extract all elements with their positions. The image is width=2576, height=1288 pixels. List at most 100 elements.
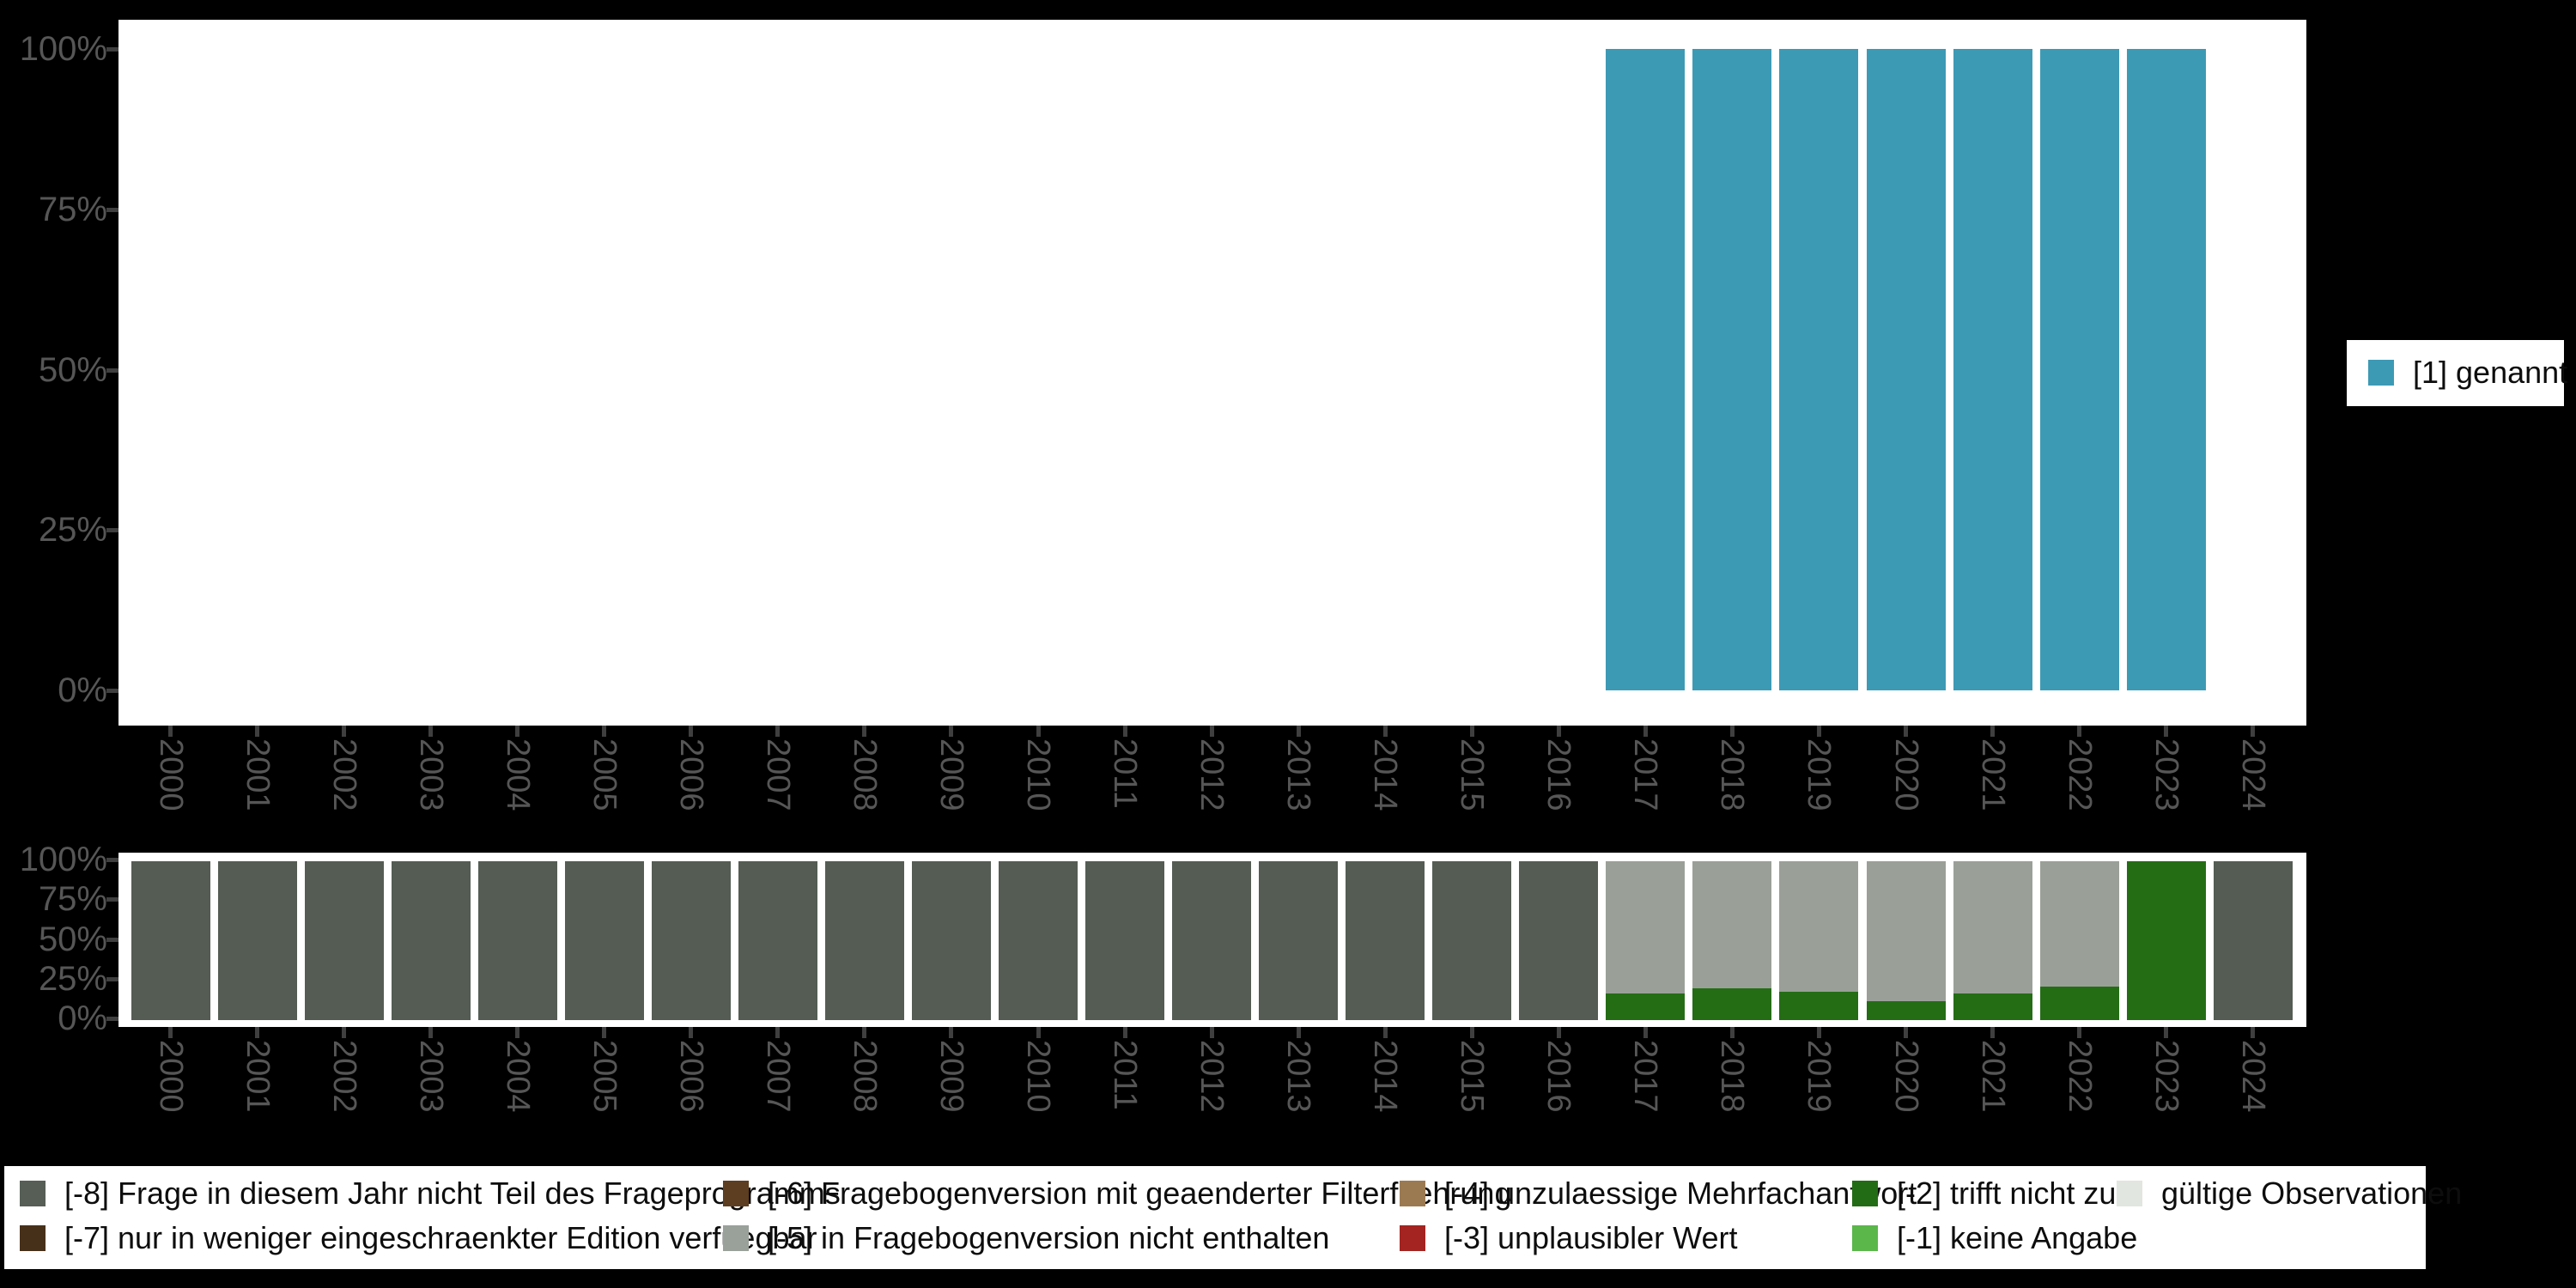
- legend-label: [-2] trifft nicht zu: [1897, 1176, 2117, 1211]
- top-x-axis-tick: [602, 726, 607, 737]
- segment-bar_green: [1692, 988, 1772, 1020]
- bottom-x-axis-tick: [342, 1027, 347, 1038]
- top-x-axis-tick: [949, 726, 954, 737]
- top-x-axis-tick: [255, 726, 260, 737]
- top-x-axis-tick: [1382, 726, 1388, 737]
- bottom-x-axis-tick: [862, 1027, 867, 1038]
- bottom-bar-2009: [911, 861, 991, 1020]
- segment-bar_green: [2039, 987, 2119, 1020]
- top-x-axis-tick: [1122, 726, 1127, 737]
- genannt-segment: [1779, 49, 1859, 690]
- segment-bar_slate: [477, 861, 557, 1020]
- top-x-axis-year-label: 2003: [412, 738, 449, 811]
- bottom-x-axis-year-label: 2007: [759, 1040, 796, 1113]
- bottom-x-axis-year-label: 2015: [1454, 1040, 1491, 1113]
- top-x-axis-year-label: 2015: [1454, 738, 1491, 811]
- top-x-axis-year-label: 2022: [2061, 738, 2098, 811]
- bottom-y-axis-label: 100%: [19, 841, 107, 878]
- top-x-axis-year-label: 2011: [1107, 738, 1144, 809]
- top-y-axis-tick: [106, 528, 118, 533]
- segment-bar_green: [1953, 993, 2032, 1020]
- genannt-segment: [1866, 49, 1946, 690]
- bottom-x-axis-year-label: 2016: [1540, 1040, 1577, 1113]
- bottom-bar-2007: [738, 861, 817, 1020]
- segment-bar_slate: [1519, 861, 1599, 1020]
- segment-bar_slate: [1172, 861, 1252, 1020]
- bottom-bar-2000: [131, 861, 210, 1020]
- segment-bar_slate: [651, 861, 731, 1020]
- top-x-axis-tick: [2164, 726, 2169, 737]
- bottom-x-axis-tick: [428, 1027, 434, 1038]
- segment-bar_slate: [2213, 861, 2293, 1020]
- bottom-bar-2021: [1953, 861, 2032, 1020]
- bottom-x-axis-year-label: 2011: [1107, 1040, 1144, 1110]
- bottom-x-axis-tick: [602, 1027, 607, 1038]
- segment-bar_gray: [2039, 861, 2119, 987]
- bottom-x-axis-year-label: 2020: [1887, 1040, 1924, 1113]
- top-x-axis-year-label: 2021: [1974, 738, 2011, 811]
- segment-bar_slate: [304, 861, 384, 1020]
- legend-item-m2_darkgreen: [-2] trifft nicht zu: [1852, 1171, 2116, 1216]
- top-x-axis-year-label: 2013: [1280, 738, 1317, 811]
- bottom-x-axis-year-label: 2009: [933, 1040, 969, 1113]
- top-x-axis-tick: [1816, 726, 1821, 737]
- bottom-x-axis-year-label: 2005: [586, 1040, 623, 1113]
- top-x-axis-tick: [1990, 726, 1996, 737]
- legend-label: [-5] in Fragebogenversion nicht enthalte…: [768, 1220, 1330, 1255]
- segment-bar_gray: [1692, 861, 1772, 988]
- bottom-y-axis-label: 50%: [38, 920, 107, 958]
- genannt-segment: [1606, 49, 1686, 690]
- bottom-bar-2023: [2126, 861, 2206, 1020]
- segment-bar_slate: [1346, 861, 1425, 1020]
- bottom-bar-2019: [1779, 861, 1859, 1020]
- legend-label: [-6] Fragebogenversion mit geaenderter F…: [768, 1176, 1512, 1211]
- bottom-x-axis-tick: [168, 1027, 173, 1038]
- legend-label: gültige Observationen: [2161, 1176, 2463, 1211]
- top-x-axis-tick: [1729, 726, 1735, 737]
- top-x-axis-year-label: 2009: [933, 738, 969, 811]
- bottom-x-axis-year-label: 2018: [1714, 1040, 1751, 1113]
- top-x-axis-tick: [168, 726, 173, 737]
- m4_tan-swatch-icon: [1400, 1181, 1425, 1206]
- bottom-x-axis-year-label: 2002: [325, 1040, 362, 1113]
- segment-bar_slate: [911, 861, 991, 1020]
- genannt-segment: [1953, 49, 2032, 690]
- top-bar-2021: [1953, 49, 2032, 690]
- legend-label: [-8] Frage in diesem Jahr nicht Teil des…: [64, 1176, 841, 1211]
- bottom-x-axis-year-label: 2001: [239, 1040, 276, 1113]
- top-x-axis-tick: [2077, 726, 2082, 737]
- bottom-x-axis-year-label: 2006: [672, 1040, 709, 1113]
- top-y-axis-tick: [106, 689, 118, 693]
- top-bar-2020: [1866, 49, 1946, 690]
- top-x-axis-year-label: 2016: [1540, 738, 1577, 811]
- segment-bar_green: [2126, 861, 2206, 1020]
- bottom-x-axis-tick: [1556, 1027, 1561, 1038]
- top-x-axis-tick: [775, 726, 781, 737]
- bottom-x-axis-tick: [949, 1027, 954, 1038]
- segment-bar_slate: [824, 861, 904, 1020]
- bottom-x-axis-year-label: 2013: [1280, 1040, 1317, 1113]
- m1_lightgreen-swatch-icon: [1852, 1225, 1878, 1251]
- top-x-axis-year-label: 2018: [1714, 738, 1751, 811]
- top-x-axis-year-label: 2020: [1887, 738, 1924, 811]
- bottom-x-axis-tick: [1816, 1027, 1821, 1038]
- legend-item-m8_slate: [-8] Frage in diesem Jahr nicht Teil des…: [20, 1171, 841, 1216]
- bottom-x-axis-tick: [1122, 1027, 1127, 1038]
- bottom-x-axis-tick: [1382, 1027, 1388, 1038]
- bottom-x-axis-tick: [1729, 1027, 1735, 1038]
- bottom-x-axis-year-label: 2024: [2234, 1040, 2271, 1113]
- bottom-y-axis-tick: [106, 1017, 118, 1021]
- bottom-bar-2016: [1519, 861, 1599, 1020]
- bottom-x-axis-tick: [689, 1027, 694, 1038]
- top-x-axis-year-label: 2019: [1801, 738, 1838, 811]
- segment-bar_gray: [1866, 861, 1946, 1001]
- segment-bar_slate: [999, 861, 1078, 1020]
- bottom-x-axis-tick: [2164, 1027, 2169, 1038]
- legend-item-m5_lightgray: [-5] in Fragebogenversion nicht enthalte…: [723, 1216, 1329, 1261]
- bottom-bar-2024: [2213, 861, 2293, 1020]
- bottom-x-axis-tick: [2077, 1027, 2082, 1038]
- bottom-bar-2015: [1432, 861, 1512, 1020]
- bottom-x-axis-year-label: 2023: [2148, 1040, 2184, 1113]
- bottom-legend: [-8] Frage in diesem Jahr nicht Teil des…: [4, 1166, 2462, 1269]
- top-x-axis-tick: [1556, 726, 1561, 737]
